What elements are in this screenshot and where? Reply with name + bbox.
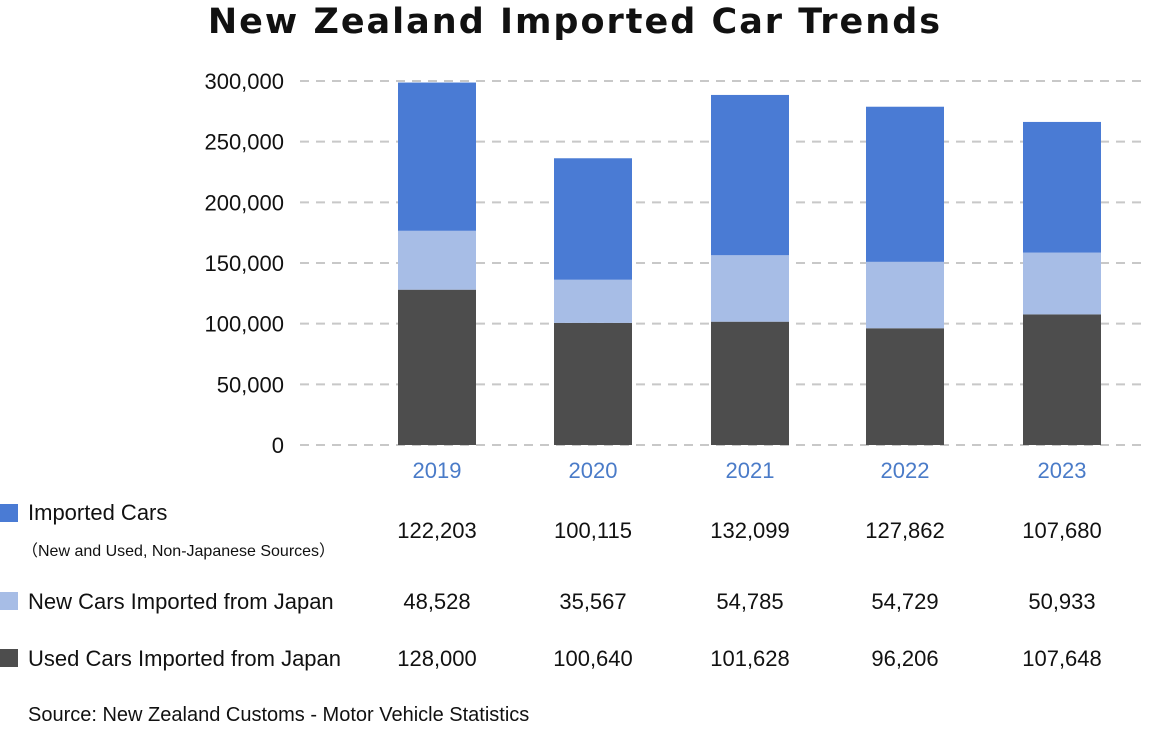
table-cell: 128,000 — [397, 646, 477, 671]
bar-used-japan-2019 — [398, 289, 476, 445]
x-tick-label: 2022 — [881, 458, 930, 483]
bar-imported-2022 — [866, 106, 944, 262]
x-tick-label: 2023 — [1038, 458, 1087, 483]
table-cell: 100,640 — [553, 646, 633, 671]
bar-new-japan-2020 — [554, 279, 632, 323]
bar-imported-2019 — [398, 82, 476, 231]
bar-new-japan-2021 — [711, 255, 789, 322]
legend-swatch-imported — [0, 504, 18, 522]
x-tick-label: 2020 — [569, 458, 618, 483]
table-cell: 35,567 — [559, 589, 627, 614]
table-cell: 54,729 — [871, 589, 939, 614]
y-tick-label: 300,000 — [204, 69, 284, 94]
table-cell: 127,862 — [865, 518, 945, 543]
table-cell: 107,648 — [1022, 646, 1102, 671]
row-sublabel: （New and Used, Non-Japanese Sources） — [22, 543, 336, 560]
legend-swatch-new-japan — [0, 592, 18, 610]
bar-new-japan-2019 — [398, 230, 476, 290]
x-tick-label: 2021 — [726, 458, 775, 483]
row-label: Imported Cars — [28, 500, 168, 525]
table-cell: 100,115 — [554, 518, 632, 543]
table-cell: 96,206 — [871, 646, 939, 671]
y-tick-label: 200,000 — [204, 190, 284, 215]
table-cell: 101,628 — [710, 646, 790, 671]
bar-used-japan-2023 — [1023, 314, 1101, 445]
bar-imported-2020 — [554, 158, 632, 280]
chart-plot: 0 50,000 100,000 150,000 200,000 250,000 300,0… — [204, 69, 1145, 483]
bar-imported-2021 — [711, 94, 789, 256]
y-tick-label: 0 — [272, 433, 284, 458]
bar-new-japan-2023 — [1023, 252, 1101, 315]
row-label: Used Cars Imported from Japan — [28, 646, 342, 671]
y-tick-label: 50,000 — [217, 372, 284, 397]
bar-imported-2023 — [1023, 121, 1101, 253]
source-note: Source: New Zealand Customs - Motor Vehi… — [28, 704, 530, 726]
x-tick-label: 2019 — [413, 458, 462, 483]
bar-used-japan-2022 — [866, 328, 944, 445]
table-cell: 107,680 — [1022, 518, 1102, 543]
bar-used-japan-2021 — [711, 321, 789, 445]
bar-used-japan-2020 — [554, 322, 632, 445]
table-cell: 122,203 — [397, 518, 477, 543]
table-cell: 54,785 — [716, 589, 784, 614]
bar-new-japan-2022 — [866, 261, 944, 329]
y-tick-label: 250,000 — [204, 130, 284, 155]
y-tick-label: 150,000 — [204, 251, 284, 276]
legend-swatch-used-japan — [0, 649, 18, 667]
row-label: New Cars Imported from Japan — [28, 589, 334, 614]
table-cell: 48,528 — [403, 589, 471, 614]
chart-title: New Zealand Imported Car Trends — [207, 2, 943, 42]
table-cell: 50,933 — [1028, 589, 1096, 614]
y-tick-label: 100,000 — [204, 312, 284, 337]
table-cell: 132,099 — [710, 518, 790, 543]
